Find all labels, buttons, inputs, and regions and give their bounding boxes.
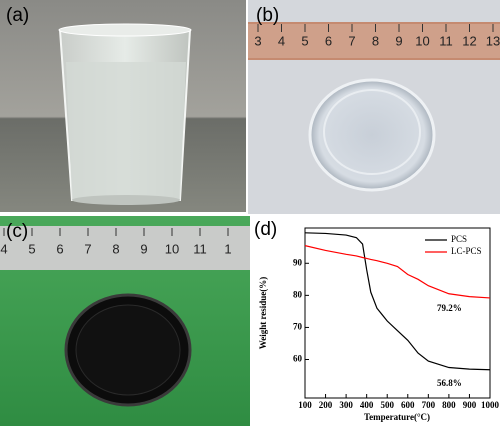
ruler-number: 7 [348, 33, 355, 48]
x-tick-label: 600 [401, 400, 415, 410]
x-axis-label: Temperature(°C) [364, 412, 430, 422]
ruler-number: 10 [415, 33, 429, 48]
x-tick-label: 300 [339, 400, 353, 410]
x-tick-label: 800 [442, 400, 456, 410]
panel-label: (a) [6, 5, 29, 26]
photo-c: 4 5 6 7 8 9 10 11 1 (c) [0, 216, 250, 426]
annotation: 79.2% [437, 303, 462, 313]
photo-a: (a) [0, 0, 246, 212]
x-tick-label: 100 [298, 400, 312, 410]
ruler-number: 11 [439, 33, 453, 48]
y-tick-label: 70 [293, 321, 303, 331]
chart: (d) Temperature(°C) Weight residue(%) 10… [250, 216, 500, 426]
x-tick-label: 500 [380, 400, 394, 410]
annotation: 56.8% [437, 378, 462, 388]
ruler-number: 8 [372, 33, 379, 48]
x-tick-label: 400 [360, 400, 374, 410]
x-tick-label: 900 [463, 400, 477, 410]
ruler-number: 9 [140, 241, 147, 256]
ruler-number: 4 [278, 33, 285, 48]
plot-frame [304, 227, 491, 399]
legend-label: PCS [451, 234, 467, 244]
series-line [304, 245, 491, 299]
ruler-number: 4 [0, 241, 7, 256]
y-tick-label: 80 [293, 289, 303, 299]
ruler-number: 11 [193, 241, 207, 256]
y-tick-label: 60 [293, 354, 303, 364]
panel-label: (c) [6, 221, 28, 242]
ruler-number: 9 [395, 33, 402, 48]
x-tick-label: 1000 [481, 400, 500, 410]
ruler-number: 3 [254, 33, 261, 48]
ruler-number: 1 [224, 241, 231, 256]
panel-label: (b) [256, 5, 279, 26]
ruler-number: 8 [112, 241, 119, 256]
y-tick-label: 90 [293, 257, 303, 267]
x-tick-label: 200 [319, 400, 333, 410]
legend-label: LC-PCS [451, 246, 482, 256]
x-tick-label: 700 [422, 400, 436, 410]
photo-b: 3 4 5 6 7 8 9 10 11 12 13 (b) [248, 0, 500, 214]
ruler-number: 6 [325, 33, 332, 48]
ruler-number: 5 [301, 33, 308, 48]
ruler-number: 7 [84, 241, 91, 256]
panel-label: (d) [254, 219, 277, 240]
ruler-number: 6 [56, 241, 63, 256]
ruler-number: 13 [486, 33, 500, 48]
ruler-number: 10 [165, 241, 179, 256]
ruler-number: 12 [462, 33, 476, 48]
ruler-number: 5 [28, 241, 35, 256]
series-line [304, 232, 491, 371]
y-axis-label: Weight residue(%) [258, 277, 268, 350]
